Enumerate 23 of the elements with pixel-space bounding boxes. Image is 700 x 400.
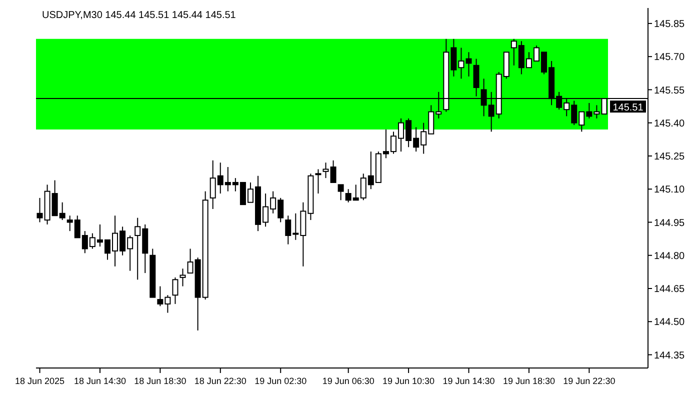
y-tick-label: 144.80 (654, 250, 686, 262)
y-tick-label: 144.95 (654, 218, 686, 229)
y-tick-label: 145.85 (654, 19, 686, 30)
y-tick-label: 145.40 (654, 118, 686, 130)
y-tick-label: 145.10 (654, 184, 686, 196)
x-tick-label: 19 Jun 06:30 (322, 376, 374, 386)
ref-line-label: 145.51 (612, 102, 644, 114)
x-tick-label: 18 Jun 14:30 (74, 376, 126, 386)
x-tick-label: 18 Jun 18:30 (134, 376, 186, 386)
y-tick-label: 144.65 (654, 284, 686, 296)
x-tick-label: 19 Jun 18:30 (502, 376, 555, 386)
x-tick-label: 19 Jun 22:30 (563, 376, 616, 386)
x-tick-label: 19 Jun 14:30 (442, 376, 495, 386)
y-tick-label: 145.55 (654, 85, 686, 96)
y-tick-label: 144.50 (654, 317, 686, 328)
x-tick-label: 19 Jun 02:30 (254, 376, 307, 386)
x-tick-label: 18 Jun 22:30 (194, 376, 246, 386)
x-tick-label: 18 Jun 2025 (14, 376, 65, 386)
x-tick-label: 19 Jun 10:30 (382, 376, 435, 386)
chart-title: USDJPY,M30 145.44 145.51 145.44 145.51 (42, 10, 236, 21)
y-tick-label: 144.35 (654, 350, 686, 362)
y-tick-label: 145.25 (654, 152, 686, 163)
y-tick-label: 145.70 (654, 52, 686, 64)
